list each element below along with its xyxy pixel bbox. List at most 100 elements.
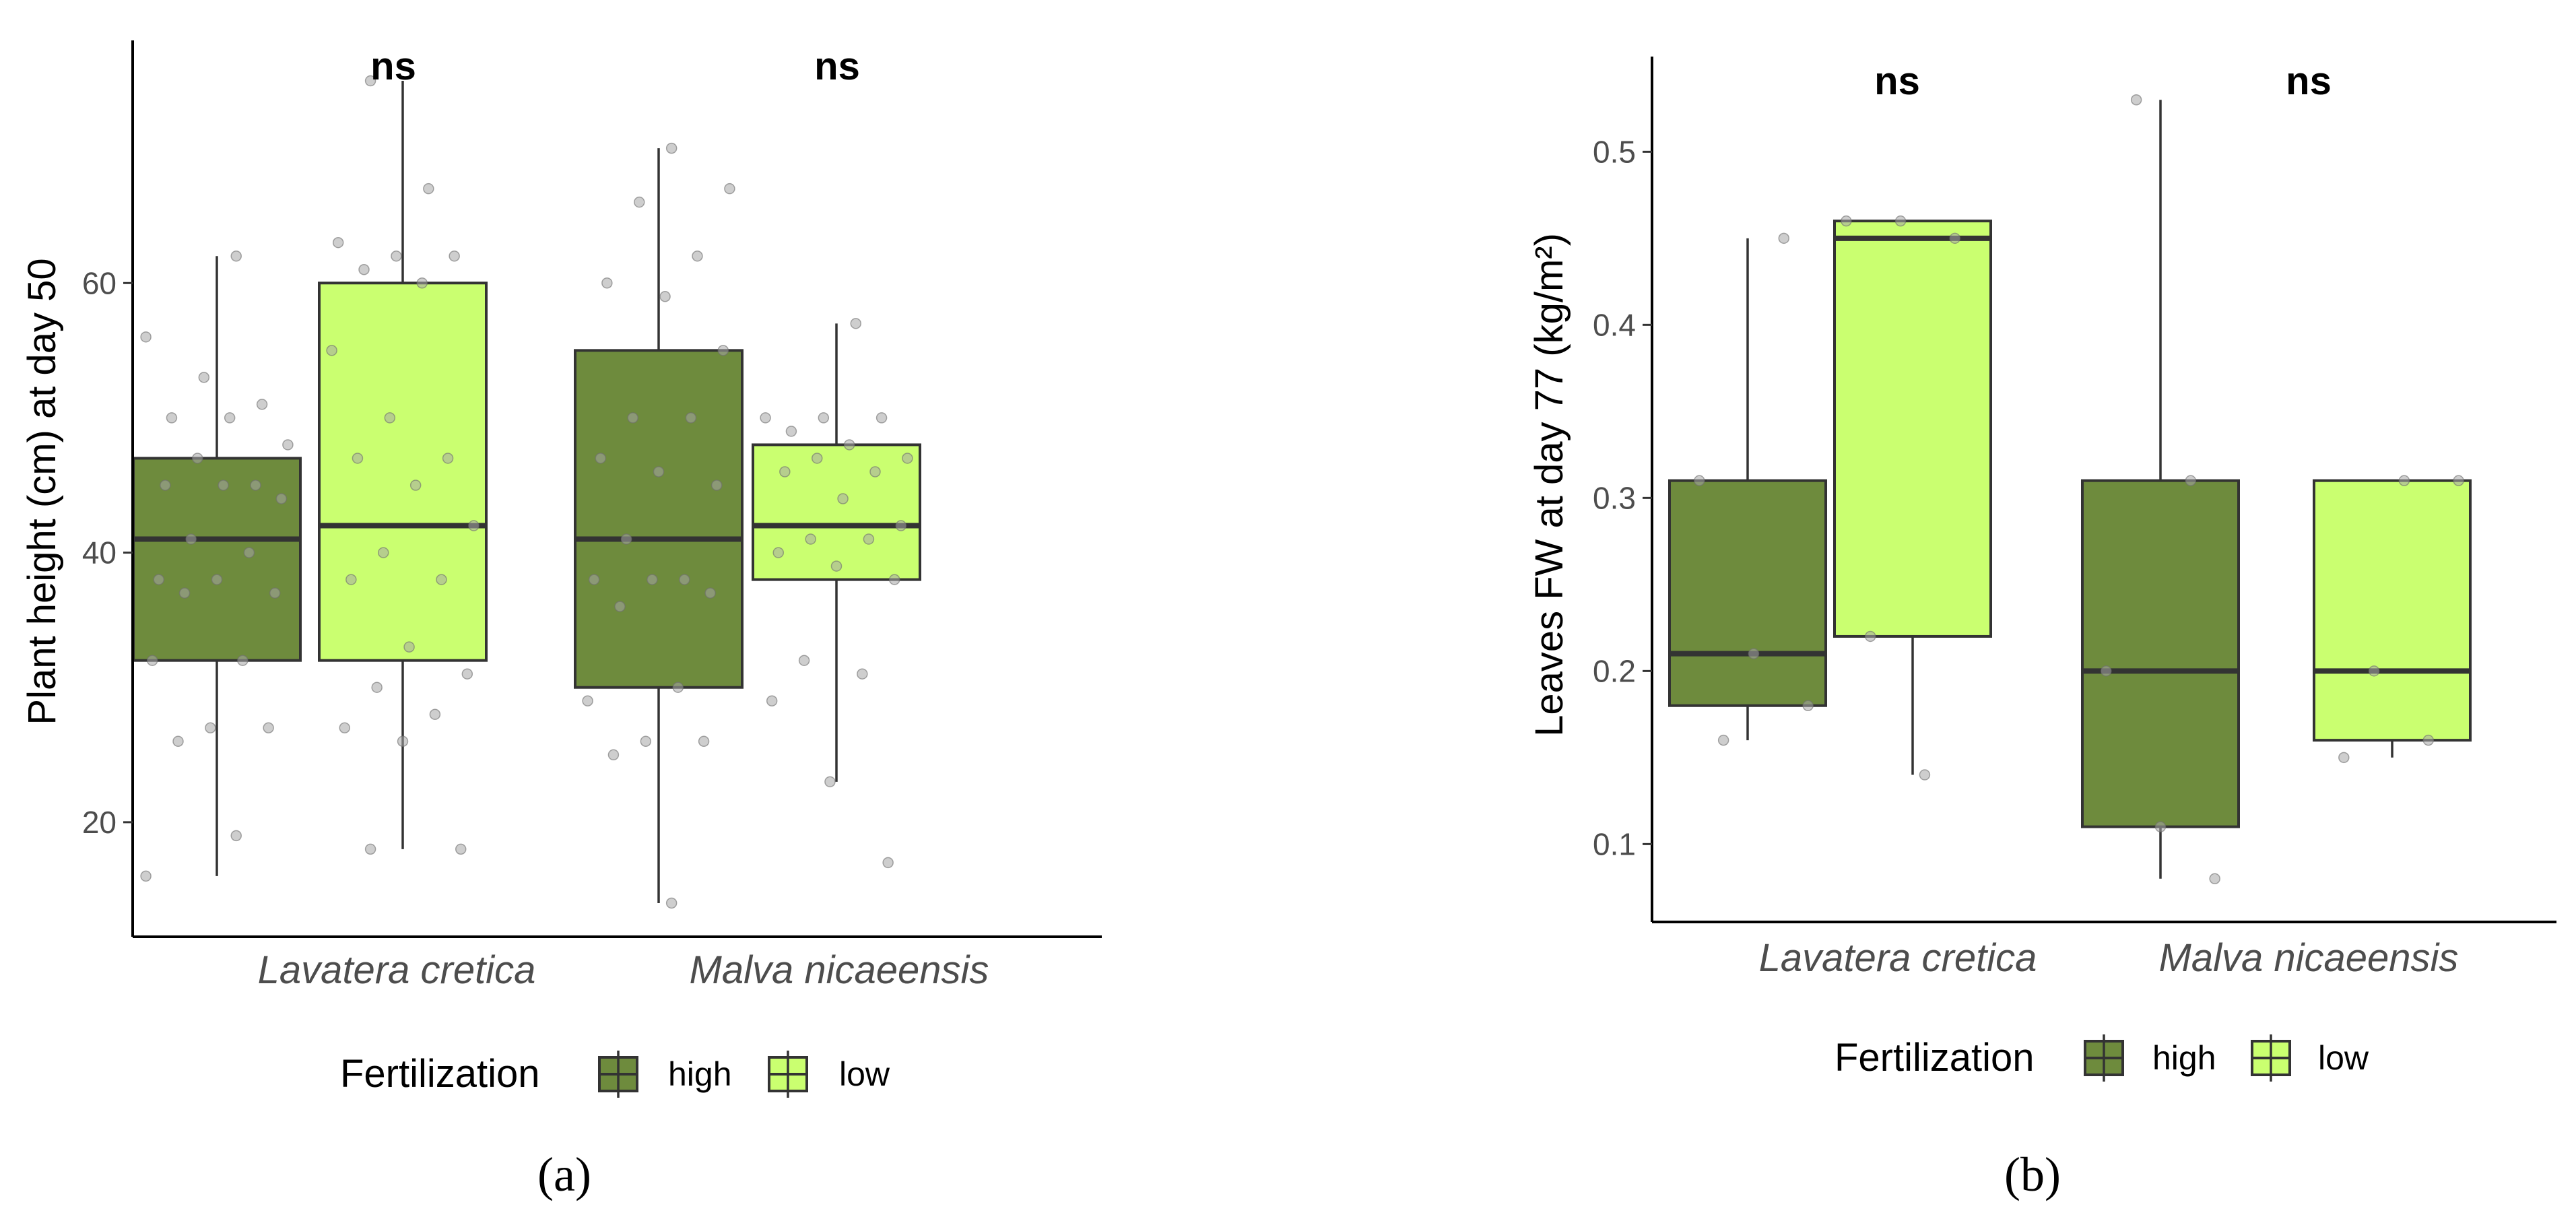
panel-b-legend: Fertilization high low (1835, 1034, 2369, 1082)
panel-b-lavatera-cretica-high-box-group (1668, 232, 1827, 746)
panel-a-lavatera-cretica-low-data-point (436, 574, 447, 585)
panel-b-malva-nicaeensis-high-data-point (2101, 665, 2112, 677)
panel-a-plot-area (132, 75, 921, 909)
panel-a-malva-nicaeensis-low-data-point (760, 412, 771, 424)
panel-a-malva-nicaeensis-high-data-point (659, 291, 671, 302)
panel-a-malva-nicaeensis-high-data-point (665, 897, 678, 909)
panel-a-lavatera-cretica-high-data-point (153, 574, 165, 585)
panel-b-malva-nicaeensis-low-data-point (2398, 475, 2410, 486)
panel-a-lavatera-cretica-high-data-point (172, 735, 184, 748)
panel-a-malva-nicaeensis-high-data-point (647, 574, 658, 585)
panel-a-malva-nicaeensis-high-data-point (588, 574, 600, 585)
panel-a-y-tick-label: 60 (82, 265, 117, 300)
panel-b-lavatera-cretica-low-data-point (1949, 232, 1960, 244)
panel-a-lavatera-cretica-high-data-point (282, 439, 294, 451)
panel-b-lavatera-cretica-high-data-point (1717, 734, 1729, 746)
panel-a-malva-nicaeensis-low-data-point (850, 318, 861, 329)
panel-a-lavatera-cretica-low-box-group (318, 75, 488, 855)
panel-a-malva-nicaeensis-high-data-point (614, 601, 626, 612)
panel-a-malva-nicaeensis-high-data-point (704, 587, 716, 599)
panel-a-malva-nicaeensis-low-data-point (902, 453, 913, 464)
panel-a-malva-nicaeensis-low-box-group (752, 318, 921, 869)
panel-b-malva-nicaeensis-high-data-point (2185, 475, 2197, 486)
panel-a-malva-nicaeensis-low-data-point (869, 466, 881, 477)
panel-a-malva-nicaeensis-low-data-point (876, 412, 888, 424)
panel-b-leaves-fw: 0.1 0.2 0.3 0.4 0.5 Leaves FW at day 77 (kg/… (1527, 57, 2556, 1201)
panel-a-caption: (a) (537, 1148, 591, 1201)
panel-a-lavatera-cretica-high-data-point (237, 655, 249, 666)
panel-a-malva-nicaeensis-high-data-point (711, 480, 723, 491)
panel-b-lavatera-cretica-high-data-point (1802, 700, 1814, 711)
panel-a-malva-nicaeensis-high-data-point (724, 183, 735, 195)
panel-b-y-axis-label: Leaves FW at day 77 (kg/m²) (1527, 233, 1571, 737)
panel-b-lavatera-cretica-high-data-point (1694, 475, 1705, 486)
panel-a-malva-nicaeensis-high-data-point (653, 466, 665, 477)
panel-a-malva-nicaeensis-low-data-point (863, 533, 875, 545)
panel-a-malva-nicaeensis-high-data-point (698, 735, 710, 748)
panel-a-lavatera-cretica-high-data-point (211, 574, 223, 585)
panel-b-category-label-lavatera: Lavatera cretica (1759, 936, 2037, 980)
panel-a-lavatera-cretica-high-data-point (178, 587, 191, 599)
panel-a-malva-nicaeensis-low-data-point (812, 453, 823, 464)
panel-a-legend: Fertilization high low (340, 1051, 890, 1098)
panel-b-malva-nicaeensis-high-data-point (2130, 94, 2142, 106)
panel-b-lavatera-cretica-low-box-group (1833, 215, 1992, 781)
panel-a-legend-title: Fertilization (340, 1052, 540, 1096)
panel-a-malva-nicaeensis-low-data-point (895, 520, 907, 531)
panel-a-lavatera-cretica-low-data-point (345, 574, 357, 585)
panel-b-significance-malva: ns (2286, 59, 2332, 103)
panel-a-lavatera-cretica-high-data-point (250, 480, 261, 491)
panel-a-malva-nicaeensis-low-data-point (785, 426, 797, 437)
panel-a-lavatera-cretica-low-data-point (384, 412, 396, 424)
panel-a-malva-nicaeensis-high-data-point (665, 142, 678, 154)
panel-a-lavatera-cretica-low-data-point (416, 277, 428, 289)
panel-a-malva-nicaeensis-low-data-point (824, 776, 836, 788)
panel-a-category-label-malva: Malva nicaeensis (690, 948, 989, 992)
panel-a-y-ticks: 20 40 60 (82, 265, 133, 840)
panel-b-malva-nicaeensis-low-box (2313, 479, 2472, 742)
panel-b-malva-nicaeensis-low-box-group (2313, 475, 2472, 764)
panel-a-lavatera-cretica-high-data-point (185, 533, 197, 545)
panel-b-malva-nicaeensis-high-box (2081, 479, 2240, 828)
panel-a-malva-nicaeensis-low-data-point (843, 439, 855, 451)
panel-a-malva-nicaeensis-low-data-point (798, 655, 810, 666)
panel-b-plot-area (1668, 94, 2472, 884)
panel-a-lavatera-cretica-high-box (132, 457, 302, 662)
panel-a-lavatera-cretica-low-data-point (352, 453, 364, 464)
panel-a-legend-key-high (598, 1051, 638, 1098)
panel-a-lavatera-cretica-high-data-point (140, 870, 152, 882)
panel-a-malva-nicaeensis-low-data-point (766, 695, 778, 706)
panel-a-lavatera-cretica-low-data-point (332, 236, 344, 249)
panel-b-legend-key-low (2251, 1034, 2291, 1082)
panel-a-malva-nicaeensis-high-data-point (595, 453, 607, 464)
panel-a-malva-nicaeensis-high-data-point (640, 735, 652, 748)
panel-a-malva-nicaeensis-low-box (752, 443, 921, 581)
panel-a-lavatera-cretica-low-data-point (429, 708, 441, 721)
panel-b-lavatera-cretica-high-box (1668, 479, 1827, 707)
panel-a-malva-nicaeensis-high-data-point (717, 345, 729, 356)
panel-a-malva-nicaeensis-high-data-point (627, 412, 638, 424)
panel-b-y-tick-label: 0.1 (1593, 826, 1636, 861)
panel-a-malva-nicaeensis-high-data-point (607, 749, 620, 761)
panel-b-lavatera-cretica-low-data-point (1919, 769, 1931, 781)
panel-b-significance-lavatera: ns (1874, 59, 1920, 103)
panel-b-lavatera-cretica-low-box (1833, 220, 1992, 638)
panel-a-legend-label-high: high (668, 1055, 732, 1093)
panel-a-plant-height: 20 40 60 Plant height (cm) at day 50 Lavat… (20, 40, 1102, 1201)
panel-a-lavatera-cretica-low-data-point (364, 843, 376, 855)
panel-a-lavatera-cretica-high-data-point (140, 331, 152, 343)
panel-a-y-tick-label: 20 (82, 805, 117, 840)
panel-a-malva-nicaeensis-low-data-point (857, 668, 868, 680)
panel-a-lavatera-cretica-high-data-point (224, 412, 236, 424)
panel-a-lavatera-cretica-high-data-point (263, 722, 274, 734)
panel-a-malva-nicaeensis-high-data-point (582, 695, 593, 706)
panel-a-lavatera-cretica-low-data-point (339, 722, 351, 734)
panel-a-malva-nicaeensis-high-data-point (634, 196, 645, 208)
panel-b-lavatera-cretica-low-data-point (1894, 215, 1907, 227)
panel-b-y-tick-label: 0.5 (1593, 134, 1636, 169)
panel-b-caption: (b) (2004, 1148, 2061, 1201)
panel-b-legend-label-low: low (2318, 1039, 2369, 1077)
panel-a-lavatera-cretica-low-data-point (371, 682, 383, 693)
panel-a-lavatera-cretica-high-data-point (166, 412, 178, 424)
